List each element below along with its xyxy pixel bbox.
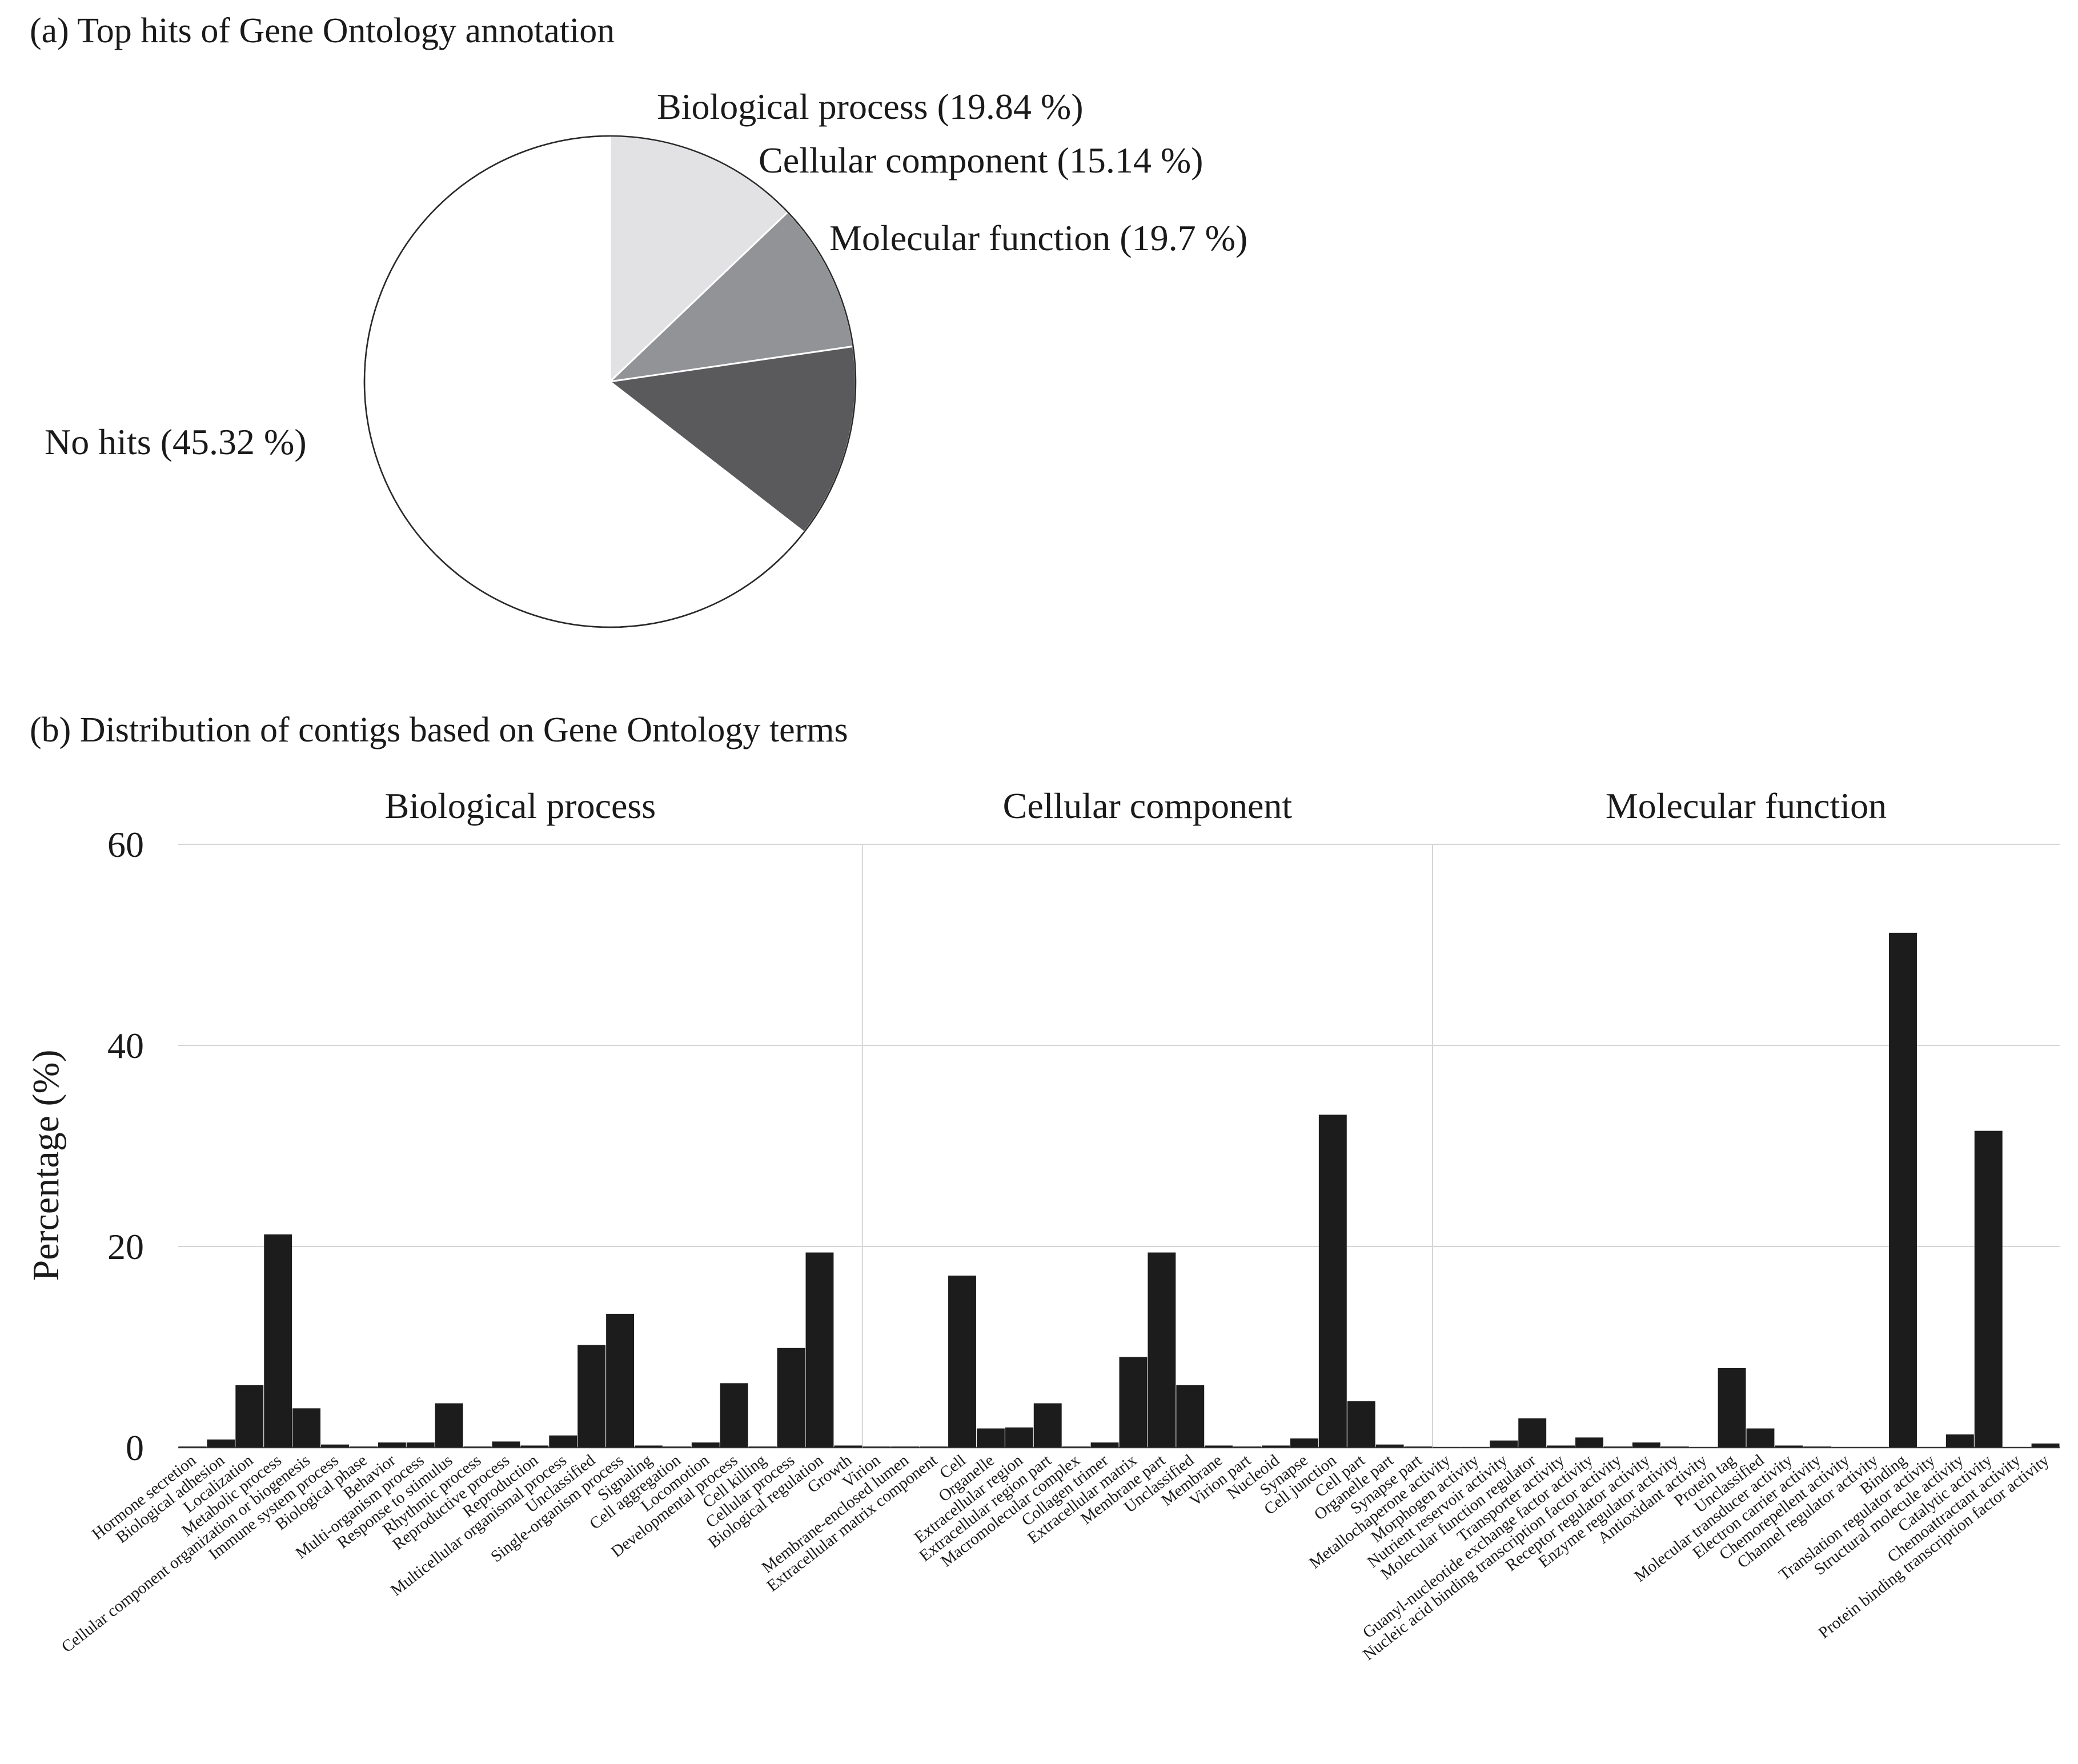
bar-marks	[178, 932, 2060, 1448]
bar-molecular-function-receptor-regulator-activity	[1632, 1442, 1660, 1448]
bar-cellular-component-membrane-part	[1148, 1252, 1176, 1448]
bar-biological-process-reproductive-process	[492, 1441, 520, 1448]
bar-biological-process-cell-killing	[748, 1446, 777, 1448]
pie-panel: (a) Top hits of Gene Ontology annotation…	[30, 11, 1247, 628]
bar-biological-process-cellular-process	[777, 1348, 805, 1448]
bar-biological-process-behavior	[378, 1442, 406, 1448]
bar-molecular-function-antioxidant-activity	[1689, 1447, 1718, 1448]
pie-label-no-hits: No hits (45.32 %)	[45, 422, 307, 462]
bar-molecular-function-catalytic-activity	[1974, 1130, 2003, 1448]
pie-label-biological-process: Biological process (19.84 %)	[657, 86, 1084, 127]
bar-biological-process-cellular-component-organization-or-biogenesis	[292, 1408, 321, 1448]
pie-slices	[363, 135, 857, 628]
bar-molecular-function-molecular-function-regulator	[1518, 1418, 1547, 1448]
pie-label-molecular-function: Molecular function (19.7 %)	[829, 218, 1247, 258]
bar-grid	[178, 844, 2060, 1449]
bar-biological-process-biological-regulation	[805, 1252, 834, 1448]
pie-label-cellular-component: Cellular component (15.14 %)	[759, 140, 1203, 181]
bar-title: (b) Distribution of contigs based on Gen…	[30, 711, 848, 749]
bar-molecular-function-guanyl-nucleotide-exchange-factor-activity	[1575, 1437, 1603, 1448]
bar-biological-process-signaling	[635, 1445, 663, 1448]
bar-cellular-component-organelle	[976, 1428, 1005, 1448]
bar-biological-process-localization	[235, 1385, 264, 1448]
bar-biological-process-cell-aggregation	[663, 1446, 691, 1448]
bar-yaxis: 0 20 40 60	[107, 824, 144, 1468]
bar-biological-process-single-organism-process	[606, 1313, 635, 1448]
bar-molecular-function-transporter-activity	[1547, 1445, 1575, 1448]
bar-biological-process-hormone-secretion	[178, 1446, 207, 1448]
bar-molecular-function-chemoattractant-activity	[2003, 1447, 2031, 1448]
bar-ylabel: Percentage (%)	[25, 1050, 67, 1281]
group-title-cellular-component: Cellular component	[1003, 785, 1293, 826]
bar-biological-process-rhythmic-process	[463, 1446, 492, 1448]
bar-cellular-component-virion	[863, 1446, 891, 1448]
bar-molecular-function-protein-tag	[1718, 1368, 1746, 1448]
bar-panel: (b) Distribution of contigs based on Gen…	[25, 711, 2060, 1664]
bar-cellular-component-virion-part	[1233, 1446, 1262, 1448]
bar-cellular-component-membrane-enclosed-lumen	[891, 1446, 920, 1448]
bar-molecular-function-chemorepellent-activity	[1832, 1447, 1860, 1448]
pie-title: (a) Top hits of Gene Ontology annotation	[30, 11, 615, 50]
bar-biological-process-biological-adhesion	[207, 1439, 235, 1448]
bar-biological-process-metabolic-process	[264, 1234, 292, 1448]
bar-molecular-function-metallochaperone-activity	[1433, 1447, 1461, 1448]
bar-cellular-component-cell	[948, 1276, 976, 1448]
bar-molecular-function-electron-carrier-activity	[1803, 1446, 1832, 1448]
bar-cellular-component-organelle-part	[1375, 1444, 1404, 1448]
ytick-label-20: 20	[107, 1226, 144, 1267]
bar-molecular-function-structural-molecule-activity	[1945, 1434, 1974, 1448]
bar-cellular-component-collagen-trimer	[1090, 1442, 1119, 1448]
bar-biological-process-locomotion	[691, 1442, 720, 1448]
pie-outline	[363, 135, 857, 628]
bar-molecular-function-protein-binding-transcription-factor-activity	[2031, 1443, 2060, 1448]
bar-molecular-function-binding	[1889, 932, 1917, 1448]
bar-cellular-component-extracellular-matrix	[1119, 1357, 1148, 1448]
group-title-molecular-function: Molecular function	[1606, 785, 1887, 826]
bar-cellular-component-extracellular-region-part	[1033, 1403, 1062, 1448]
bar-cellular-component-cell-part	[1347, 1401, 1375, 1448]
bar-cellular-component-extracellular-region	[1005, 1427, 1033, 1448]
bar-biological-process-biological-phase	[349, 1446, 378, 1448]
bar-biological-process-multicellular-organismal-process	[549, 1435, 577, 1448]
bar-biological-process-growth	[834, 1445, 863, 1448]
bar-molecular-function-molecular-transducer-activity	[1775, 1445, 1803, 1448]
group-title-biological-process: Biological process	[385, 785, 656, 826]
bar-cellular-component-macromolecular-complex	[1062, 1446, 1090, 1448]
ytick-label-40: 40	[107, 1025, 144, 1066]
bar-molecular-function-nucleic-acid-binding-transcription-factor-activity	[1603, 1446, 1632, 1448]
bar-cellular-component-synapse	[1290, 1438, 1318, 1448]
bar-molecular-function-channel-regulator-activity	[1860, 1447, 1889, 1448]
bar-biological-process-reproduction	[520, 1445, 549, 1448]
bar-biological-process-developmental-process	[720, 1383, 748, 1448]
bar-cellular-component-extracellular-matrix-component	[920, 1446, 948, 1448]
bar-biological-process-immune-system-process	[321, 1444, 349, 1448]
bar-molecular-function-morphogen-activity	[1461, 1447, 1490, 1448]
bar-biological-process-response-to-stimulus	[435, 1403, 463, 1448]
bar-cellular-component-synapse-part	[1404, 1446, 1433, 1448]
bar-molecular-function-nutrient-reservoir-activity	[1490, 1440, 1518, 1448]
bar-biological-process-multi-organism-process	[406, 1442, 435, 1448]
bar-cellular-component-cell-junction	[1318, 1114, 1347, 1448]
bar-cellular-component-nucleoid	[1262, 1445, 1290, 1448]
ytick-label-0: 0	[126, 1428, 144, 1468]
bar-molecular-function-unclassified	[1746, 1428, 1775, 1448]
bar-cellular-component-unclassified	[1176, 1385, 1205, 1448]
ytick-label-60: 60	[107, 824, 144, 865]
bar-molecular-function-enzyme-regulator-activity	[1660, 1446, 1689, 1448]
bar-group-titles: Biological process Cellular component Mole…	[385, 785, 1887, 826]
bar-molecular-function-translation-regulator-activity	[1917, 1447, 1945, 1448]
bar-biological-process-unclassified	[577, 1345, 606, 1448]
bar-cellular-component-membrane	[1205, 1445, 1233, 1448]
